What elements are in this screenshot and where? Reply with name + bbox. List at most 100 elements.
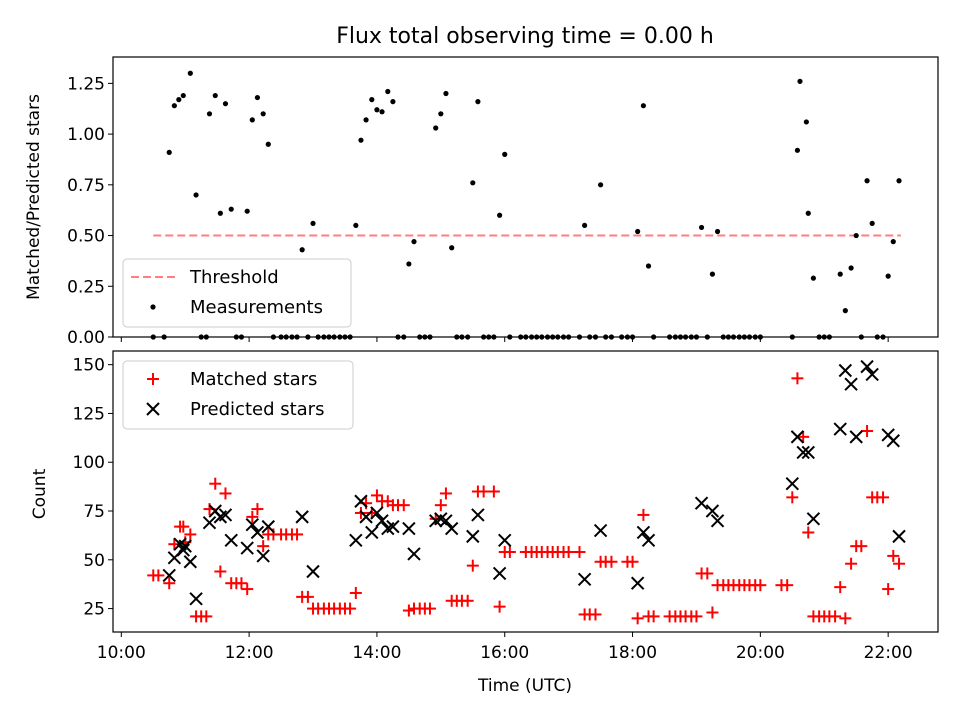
predicted-star-point (240, 541, 254, 555)
measurement-point (797, 78, 803, 84)
matched-star-point (200, 610, 213, 623)
matched-star-point (349, 586, 362, 599)
matched-star-point (877, 491, 890, 504)
y-tick-label: 1.25 (67, 74, 105, 94)
predicted-star-point (838, 363, 853, 378)
legend-measurements-marker (150, 304, 156, 310)
matched-star-point (605, 555, 618, 568)
predicted-star-point (498, 533, 512, 547)
predicted-star-point (386, 519, 400, 534)
predicted-star-point (261, 519, 275, 534)
bottom-x-axis-label: Time (UTC) (477, 676, 572, 696)
matched-star-point (503, 545, 516, 558)
measurement-point (228, 206, 234, 212)
predicted-star-point (471, 508, 485, 522)
matched-star-point (845, 557, 858, 570)
x-tick-label: 12:00 (225, 643, 274, 663)
matched-star-point (631, 612, 644, 625)
matched-star-point (834, 581, 847, 594)
predicted-star-point (577, 572, 592, 587)
y-tick-label: 0.50 (67, 227, 105, 247)
measurement-point (249, 117, 255, 123)
y-tick-label: 50 (83, 551, 105, 571)
measurement-point (171, 103, 177, 109)
measurement-point (187, 70, 193, 76)
x-tick-label: 14:00 (352, 643, 401, 663)
y-tick-label: 0.75 (67, 176, 105, 196)
top-legend: Threshold Measurements (122, 258, 352, 328)
matched-star-point (184, 528, 197, 541)
predicted-star-point (860, 359, 874, 374)
measurement-point (358, 137, 364, 143)
predicted-star-point (865, 367, 879, 382)
matched-star-point (637, 508, 650, 521)
measurement-point (597, 182, 604, 188)
measurement-point (890, 239, 896, 245)
predicted-star-point (306, 564, 320, 579)
measurement-point (310, 220, 316, 226)
predicted-star-point (189, 592, 203, 606)
measurement-point (222, 101, 229, 107)
measurement-point (805, 210, 811, 216)
measurement-point (265, 141, 271, 147)
bottom-y-axis-label: Count (30, 468, 50, 519)
x-tick-label: 20:00 (736, 643, 785, 663)
measurement-point (206, 111, 213, 117)
bottom-legend: Matched stars Predicted stars (122, 360, 354, 430)
bottom-legend-box (122, 360, 354, 430)
matched-star-point (487, 485, 500, 498)
measurement-point (180, 92, 186, 99)
measurement-point (176, 97, 182, 103)
matched-star-point (493, 600, 506, 613)
predicted-star-point (466, 529, 480, 544)
x-tick-label: 22:00 (864, 643, 913, 663)
y-tick-label: 0.00 (67, 328, 105, 348)
measurement-point (406, 261, 412, 267)
bottom-points-layer (147, 359, 906, 625)
top-legend-box (122, 258, 352, 328)
chart-title: Flux total observing time = 0.00 h (336, 24, 714, 49)
measurement-point (582, 222, 588, 229)
x-tick-label: 18:00 (608, 643, 657, 663)
measurement-point (640, 103, 647, 109)
matched-star-point (163, 577, 176, 590)
bottom-xticks: 10:00 12:00 14:00 16:00 18:00 20:00 22:00 (97, 632, 913, 663)
matched-star-point (781, 579, 794, 592)
bottom-panel: 25 50 75 100 125 150 10:00 12:00 14:00 16:00 18:0… (30, 350, 939, 696)
bottom-yticks: 25 50 75 100 125 150 (73, 356, 113, 620)
matched-star-point (439, 487, 452, 500)
y-tick-label: 150 (73, 356, 105, 376)
y-tick-label: 25 (83, 600, 105, 620)
predicted-star-point (806, 512, 821, 526)
measurement-point (842, 308, 848, 314)
measurement-point (794, 147, 801, 153)
predicted-star-point (402, 521, 416, 536)
matched-star-point (829, 610, 842, 623)
predicted-star-point (365, 525, 379, 540)
legend-predicted-label: Predicted stars (190, 399, 324, 420)
predicted-star-point (256, 549, 270, 563)
measurement-point (714, 228, 721, 235)
matched-star-point (219, 487, 232, 500)
measurement-point (635, 228, 641, 235)
predicted-star-point (801, 445, 815, 460)
matched-star-point (754, 579, 767, 592)
matched-star-point (152, 569, 165, 582)
predicted-star-point (250, 525, 265, 540)
matched-star-point (477, 485, 490, 498)
matched-star-point (855, 540, 868, 553)
y-tick-label: 75 (83, 502, 105, 522)
measurement-point (864, 178, 870, 184)
matched-star-point (887, 549, 900, 562)
matched-star-point (370, 489, 383, 502)
measurement-point (810, 275, 816, 281)
measurement-point (390, 99, 396, 105)
matched-star-point (466, 559, 479, 572)
measurement-point (254, 94, 261, 101)
matched-star-point (344, 602, 357, 615)
predicted-star-point (886, 434, 900, 448)
predicted-star-point (349, 533, 363, 547)
matched-star-point (589, 608, 602, 621)
